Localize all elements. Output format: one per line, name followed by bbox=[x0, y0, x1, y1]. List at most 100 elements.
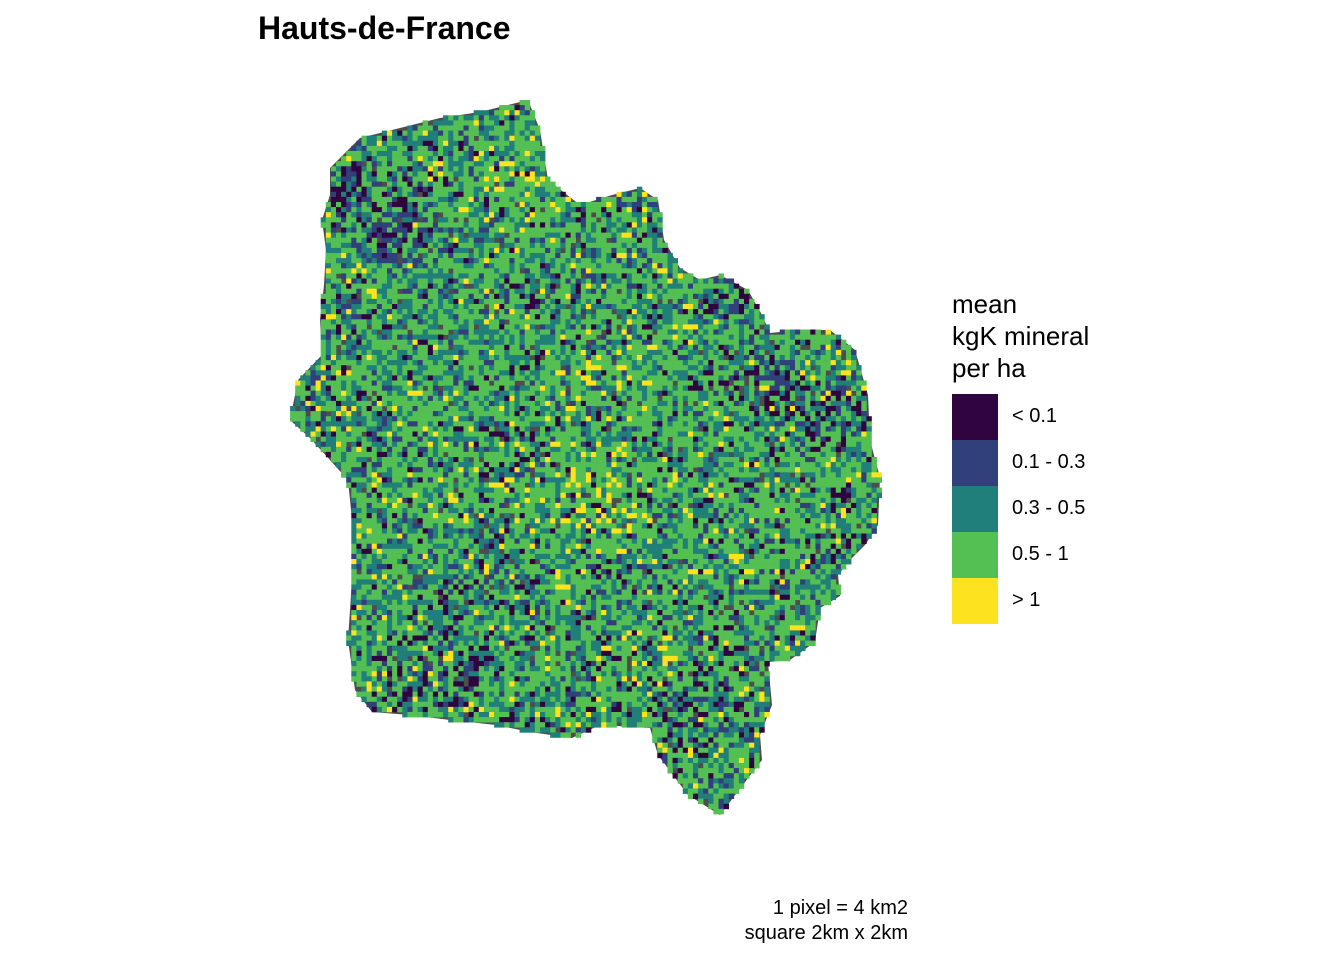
raster-cell bbox=[499, 390, 505, 397]
raster-cell bbox=[769, 446, 775, 453]
raster-cell bbox=[489, 268, 495, 274]
raster-cell bbox=[774, 436, 780, 442]
raster-cell bbox=[361, 135, 367, 142]
raster-cell bbox=[381, 355, 388, 361]
raster-cell bbox=[733, 375, 740, 381]
raster-cell bbox=[402, 253, 408, 259]
raster-cell bbox=[764, 370, 770, 376]
raster-cell bbox=[422, 395, 429, 402]
raster-cell bbox=[371, 406, 378, 412]
raster-cell bbox=[647, 411, 653, 417]
raster-cell bbox=[356, 329, 362, 335]
raster-cell bbox=[626, 370, 633, 376]
raster-cell bbox=[631, 426, 638, 432]
raster-cell bbox=[545, 217, 551, 223]
raster-cell bbox=[856, 421, 862, 427]
raster-cell bbox=[784, 441, 791, 448]
raster-cell bbox=[616, 344, 622, 351]
raster-cell bbox=[647, 288, 653, 295]
raster-cell bbox=[499, 370, 505, 376]
raster-cell bbox=[575, 288, 582, 295]
raster-cell bbox=[621, 288, 627, 295]
raster-cell bbox=[647, 355, 653, 361]
raster-cell bbox=[575, 339, 582, 346]
raster-cell bbox=[540, 436, 546, 442]
raster-cell bbox=[759, 329, 765, 335]
raster-cell bbox=[443, 395, 449, 402]
raster-cell bbox=[483, 426, 490, 432]
raster-cell bbox=[366, 288, 372, 295]
raster-cell bbox=[514, 344, 520, 351]
raster-cell bbox=[453, 145, 459, 152]
raster-cell bbox=[703, 370, 709, 376]
raster-cell bbox=[468, 151, 474, 157]
raster-cell bbox=[570, 278, 576, 284]
raster-cell bbox=[693, 360, 699, 366]
raster-cell bbox=[560, 191, 566, 198]
raster-cell bbox=[295, 411, 301, 417]
raster-cell bbox=[524, 431, 531, 437]
raster-cell bbox=[387, 349, 393, 356]
raster-cell bbox=[545, 227, 551, 233]
raster-cell bbox=[636, 411, 643, 417]
raster-cell bbox=[534, 247, 541, 254]
raster-cell bbox=[392, 406, 398, 412]
raster-cell bbox=[565, 339, 571, 346]
raster-cell bbox=[647, 253, 653, 259]
raster-cell bbox=[443, 406, 449, 412]
raster-cell bbox=[585, 375, 592, 381]
raster-cell bbox=[361, 268, 367, 274]
raster-cell bbox=[687, 436, 694, 442]
raster-cell bbox=[657, 365, 663, 371]
raster-cell bbox=[443, 140, 449, 147]
raster-cell bbox=[621, 258, 627, 264]
raster-cell bbox=[708, 288, 714, 295]
raster-cell bbox=[642, 304, 648, 310]
raster-cell bbox=[744, 344, 750, 351]
raster-cell bbox=[519, 207, 525, 213]
raster-cell bbox=[744, 319, 750, 325]
raster-cell bbox=[846, 370, 852, 376]
raster-cell bbox=[611, 344, 617, 351]
raster-cell bbox=[555, 196, 561, 203]
raster-cell bbox=[376, 293, 383, 300]
raster-cell bbox=[611, 365, 617, 371]
raster-cell bbox=[514, 232, 520, 238]
raster-cell bbox=[336, 247, 342, 254]
raster-cell bbox=[682, 370, 689, 376]
raster-cell bbox=[468, 446, 474, 453]
raster-cell bbox=[529, 273, 536, 279]
raster-cell bbox=[371, 217, 378, 223]
raster-cell bbox=[514, 355, 520, 361]
raster-cell bbox=[534, 207, 541, 213]
raster-cell bbox=[682, 319, 689, 325]
raster-cell bbox=[667, 314, 673, 320]
raster-cell bbox=[458, 161, 464, 167]
raster-cell bbox=[529, 237, 536, 244]
raster-cell bbox=[825, 436, 831, 442]
raster-cell bbox=[759, 380, 765, 386]
raster-cell bbox=[529, 314, 536, 320]
raster-cell bbox=[356, 278, 362, 284]
raster-cell bbox=[494, 247, 500, 254]
raster-cell bbox=[366, 166, 372, 172]
raster-cell bbox=[346, 385, 352, 391]
raster-cell bbox=[616, 365, 622, 371]
raster-cell bbox=[402, 375, 408, 381]
raster-cell bbox=[483, 207, 490, 213]
raster-cell bbox=[381, 380, 388, 386]
raster-cell bbox=[432, 227, 439, 233]
raster-cell bbox=[815, 334, 821, 340]
raster-cell bbox=[483, 110, 490, 116]
raster-cell bbox=[438, 156, 444, 162]
raster-cell bbox=[596, 365, 602, 371]
raster-cell bbox=[616, 212, 622, 218]
raster-cell bbox=[443, 436, 449, 442]
raster-cell bbox=[856, 400, 862, 407]
raster-cell bbox=[698, 288, 704, 295]
raster-cell bbox=[356, 426, 362, 432]
raster-cell bbox=[458, 222, 464, 228]
raster-cell bbox=[392, 222, 398, 228]
raster-cell bbox=[647, 242, 653, 249]
raster-cell bbox=[489, 395, 495, 402]
